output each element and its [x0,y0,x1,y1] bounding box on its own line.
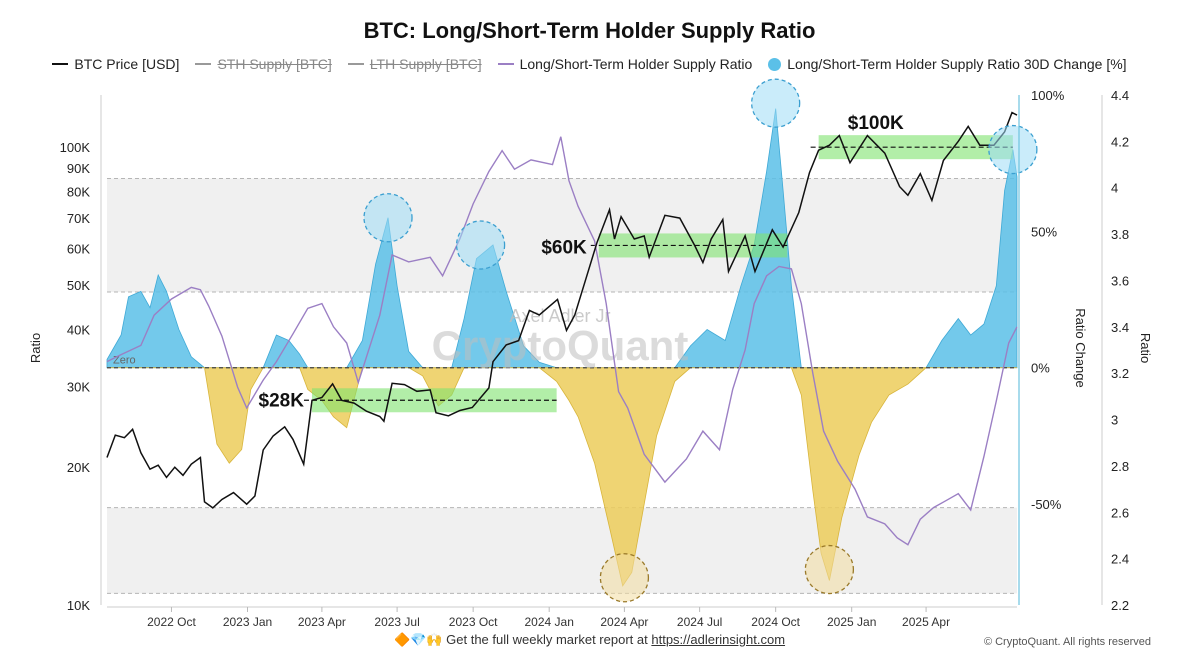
ratio-tick-2: 4 [1111,181,1118,196]
footer-text: Get the full weekly market report at [446,632,648,647]
x-tick-0: 2022 Oct [147,615,196,629]
change-tick-3: -50% [1031,497,1062,512]
ratio-tick-11: 2.2 [1111,598,1129,613]
left-tick-0: 10K [67,598,90,613]
x-tick-10: 2025 Apr [902,615,950,629]
x-tick-5: 2024 Jan [524,615,573,629]
ratio-tick-0: 4.4 [1111,88,1129,103]
legend-swatch-supply-ratio [497,63,514,65]
watermark-brand: CryptoQuant [432,322,689,369]
ratio-tick-4: 3.6 [1111,273,1129,288]
watermark-author: Axel Adler Jr [509,306,610,326]
price-label-0: $28K [259,390,305,411]
left-tick-2: 30K [67,380,90,395]
left-tick-1: 20K [67,460,90,475]
ratio-tick-6: 3.2 [1111,366,1129,381]
highlight-circle-trough-4 [599,553,650,603]
legend-item-lth-supply[interactable]: LTH Supply [BTC] [347,56,482,72]
x-tick-3: 2023 Jul [374,615,419,629]
ratio-tick-10: 2.4 [1111,552,1129,567]
legend-item-sth-supply[interactable]: STH Supply [BTC] [195,56,332,72]
legend-swatch-sth-supply [195,63,212,65]
footer-link[interactable]: https://adlerinsight.com [651,632,786,647]
highlight-circle-peak-1 [455,220,506,270]
left-tick-4: 50K [67,278,90,293]
x-tick-1: 2023 Jan [223,615,272,629]
highlight-circle-peak-2 [751,78,801,128]
legend-swatch-ratio-change [768,57,782,71]
footer: 🔶💎🙌 Get the full weekly market report at… [0,632,1179,648]
ratio-tick-1: 4.2 [1111,134,1129,149]
price-zone-1 [598,233,788,258]
chart-title: BTC: Long/Short-Term Holder Supply Ratio [363,18,816,43]
legend-label-btc-price: BTC Price [USD] [74,56,180,72]
x-tick-7: 2024 Jul [677,615,722,629]
legend-label-ratio-change: Long/Short-Term Holder Supply Ratio 30D … [787,56,1127,72]
footer-emoji: 🔶💎🙌 [393,632,443,647]
zero-label: Zero [113,355,136,367]
ratio-tick-8: 2.8 [1111,459,1129,474]
ratio-tick-9: 2.6 [1111,505,1129,520]
highlight-circle-trough-5 [804,544,855,595]
left-tick-8: 90K [67,161,90,176]
supply-ratio-line [106,136,1018,546]
btc-price-line [106,111,1018,509]
legend-item-ratio-change[interactable]: Long/Short-Term Holder Supply Ratio 30D … [768,56,1127,72]
highlight-circle-peak-0 [363,193,413,243]
ratio-tick-5: 3.4 [1111,320,1129,335]
change-axis-label: Ratio Change [1073,308,1088,388]
change-area-negative [107,367,1017,587]
left-tick-6: 70K [67,211,90,226]
legend-swatch-btc-price [52,63,69,65]
ratio-axis-label: Ratio [1138,333,1153,363]
change-tick-2: 0% [1031,361,1050,376]
legend-item-btc-price[interactable]: BTC Price [USD] [52,56,179,72]
left-tick-3: 40K [67,322,90,337]
x-tick-2: 2023 Apr [298,615,346,629]
price-label-1: $60K [541,237,587,258]
x-tick-4: 2023 Oct [449,615,498,629]
change-tick-1: 50% [1031,224,1057,239]
ratio-tick-7: 3 [1111,413,1118,428]
highlight-circle-peak-3 [988,124,1038,175]
legend-label-sth-supply: STH Supply [BTC] [217,56,332,72]
legend-item-supply-ratio[interactable]: Long/Short-Term Holder Supply Ratio [497,56,753,72]
shaded-band-1 [107,507,1017,594]
copyright-text: © CryptoQuant. All rights reserved [983,636,1151,648]
legend-swatch-lth-supply [347,63,364,65]
shaded-band-0 [107,178,1017,293]
x-tick-8: 2024 Oct [751,615,800,629]
x-tick-9: 2025 Jan [827,615,876,629]
left-axis-label: Ratio [28,333,43,363]
legend-label-lth-supply: LTH Supply [BTC] [369,56,482,72]
x-tick-6: 2024 Apr [600,615,648,629]
left-tick-9: 100K [60,140,91,155]
left-tick-5: 60K [67,242,90,257]
ratio-tick-3: 3.8 [1111,227,1129,242]
chart-legend: BTC Price [USD] STH Supply [BTC] LTH Sup… [0,56,1179,72]
change-tick-0: 100% [1031,88,1065,103]
price-label-2: $100K [848,113,904,134]
legend-label-supply-ratio: Long/Short-Term Holder Supply Ratio [519,56,753,72]
left-tick-7: 80K [67,185,90,200]
